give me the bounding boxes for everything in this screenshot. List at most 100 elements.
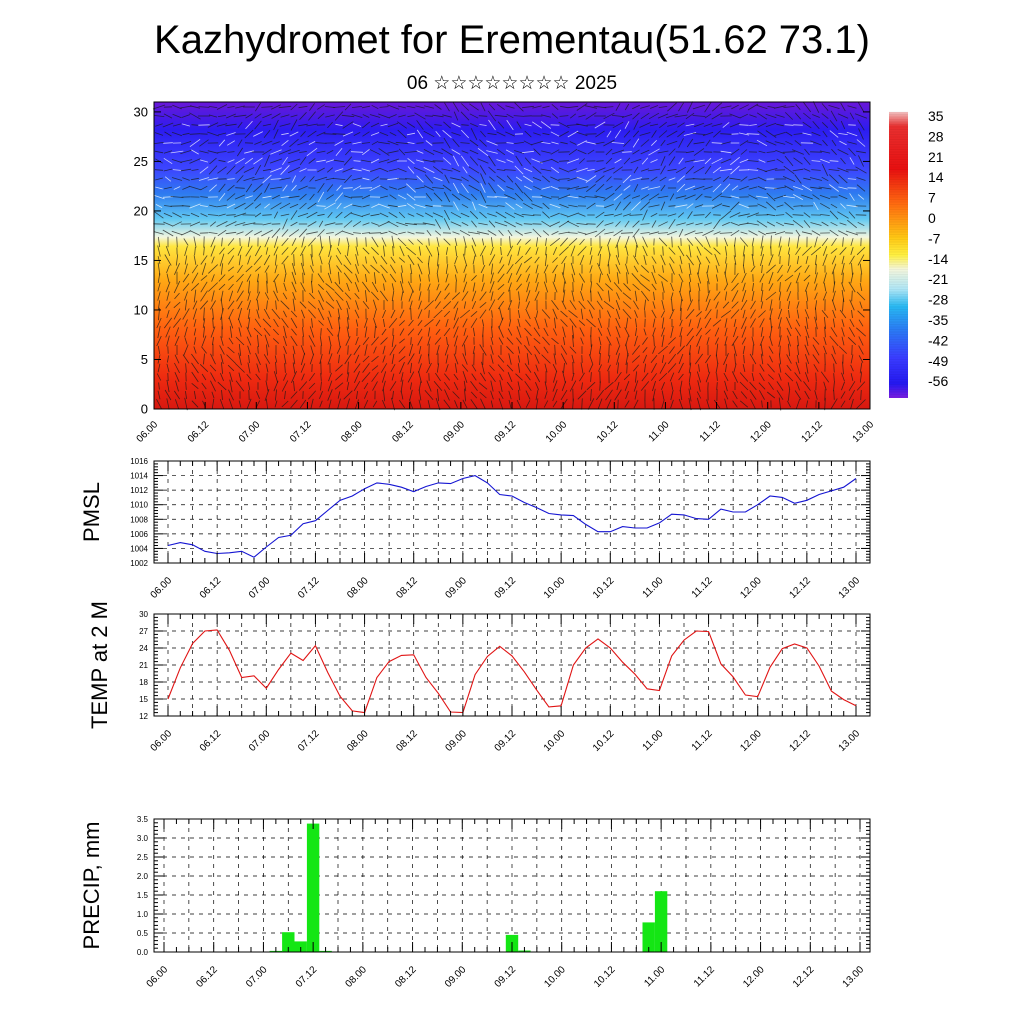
wind-vector xyxy=(507,372,513,382)
wind-vector xyxy=(542,211,550,219)
x-tick-label: 10.12 xyxy=(592,964,618,990)
wind-vector xyxy=(769,336,773,346)
wind-vector xyxy=(777,308,783,320)
wind-vector xyxy=(443,137,451,149)
wind-vector xyxy=(488,166,496,174)
wind-vector xyxy=(461,129,469,139)
x-tick-label: 12.12 xyxy=(800,419,826,445)
wind-vector xyxy=(373,310,377,318)
wind-vector xyxy=(675,195,687,199)
wind-vector xyxy=(459,229,471,237)
wind-vector xyxy=(382,399,386,409)
wind-vector xyxy=(270,202,282,210)
wind-vector xyxy=(640,232,650,234)
wind-vector xyxy=(749,124,757,126)
wind-vector xyxy=(661,334,665,348)
wind-vector xyxy=(632,283,640,291)
wind-vector xyxy=(298,185,308,191)
data-point xyxy=(474,673,476,675)
wind-vector xyxy=(253,327,263,337)
wind-vector xyxy=(740,299,748,311)
wind-vector xyxy=(155,204,163,208)
wind-vector xyxy=(676,175,686,183)
wind-vector xyxy=(696,311,702,317)
wind-vector xyxy=(704,317,712,329)
wind-vector xyxy=(724,271,728,285)
wind-vector xyxy=(796,354,800,364)
wind-vector xyxy=(292,345,296,355)
wind-vector xyxy=(605,186,613,190)
wind-vector xyxy=(810,140,822,146)
wind-vector xyxy=(734,244,736,258)
wind-vector xyxy=(497,205,505,207)
wind-vector xyxy=(584,230,598,236)
wind-vector xyxy=(585,141,597,145)
wind-vector xyxy=(398,105,406,109)
wind-vector xyxy=(454,255,458,265)
wind-vector xyxy=(200,255,208,265)
wind-vector xyxy=(703,247,713,255)
wind-vector xyxy=(774,231,786,235)
wind-vector xyxy=(325,290,335,302)
wind-vector xyxy=(246,274,252,282)
wind-vector xyxy=(509,236,511,248)
wind-vector xyxy=(166,363,170,373)
wind-vector xyxy=(846,204,858,208)
wind-vector xyxy=(605,283,613,291)
wind-vector xyxy=(554,344,556,356)
wind-vector xyxy=(567,105,579,109)
wind-vector xyxy=(787,247,791,255)
wind-vector xyxy=(525,308,531,320)
wind-vector xyxy=(156,373,162,381)
wind-vector xyxy=(245,265,253,273)
wind-vector xyxy=(508,254,512,266)
wind-vector xyxy=(831,237,837,247)
wind-vector xyxy=(720,210,732,220)
wind-vector xyxy=(328,345,332,355)
wind-vector xyxy=(472,282,476,292)
wind-vector xyxy=(229,326,233,338)
wind-vector xyxy=(346,282,350,292)
wind-vector xyxy=(794,140,802,146)
wind-vector xyxy=(337,327,341,337)
wind-vector xyxy=(756,112,768,120)
wind-vector xyxy=(697,263,701,275)
wind-vector xyxy=(316,159,326,163)
wind-vector xyxy=(704,157,712,165)
wind-vector xyxy=(719,232,733,234)
wind-vector xyxy=(613,166,623,174)
wind-vector xyxy=(452,391,460,399)
wind-vector xyxy=(669,263,675,275)
wind-vector xyxy=(424,212,434,218)
wind-vector xyxy=(524,157,532,165)
wind-vector xyxy=(450,177,462,181)
wind-vector xyxy=(660,184,666,192)
wind-vector xyxy=(633,166,639,174)
wind-vector xyxy=(236,273,244,283)
wind-vector xyxy=(850,246,854,256)
wind-vector xyxy=(550,176,560,182)
wind-vector xyxy=(444,292,450,300)
wind-vector xyxy=(352,220,362,228)
wind-vector xyxy=(693,148,705,156)
colorbar-label: -7 xyxy=(928,230,941,246)
wind-vector xyxy=(227,159,235,163)
wind-vector xyxy=(599,352,601,366)
wind-vector xyxy=(730,309,740,319)
data-point xyxy=(437,692,439,694)
wind-vector xyxy=(207,150,219,154)
wind-vector xyxy=(391,290,395,302)
wind-vector xyxy=(803,177,811,181)
wind-vector xyxy=(514,102,524,112)
wind-vector xyxy=(253,183,263,193)
wind-vector xyxy=(720,310,732,318)
wind-vector xyxy=(704,113,712,119)
wind-vector xyxy=(355,254,359,266)
wind-vector xyxy=(433,149,443,155)
wind-vector xyxy=(211,274,215,282)
wind-vector xyxy=(559,246,569,256)
wind-vector xyxy=(616,292,620,300)
wind-vector xyxy=(856,177,866,181)
wind-vector xyxy=(766,213,776,217)
